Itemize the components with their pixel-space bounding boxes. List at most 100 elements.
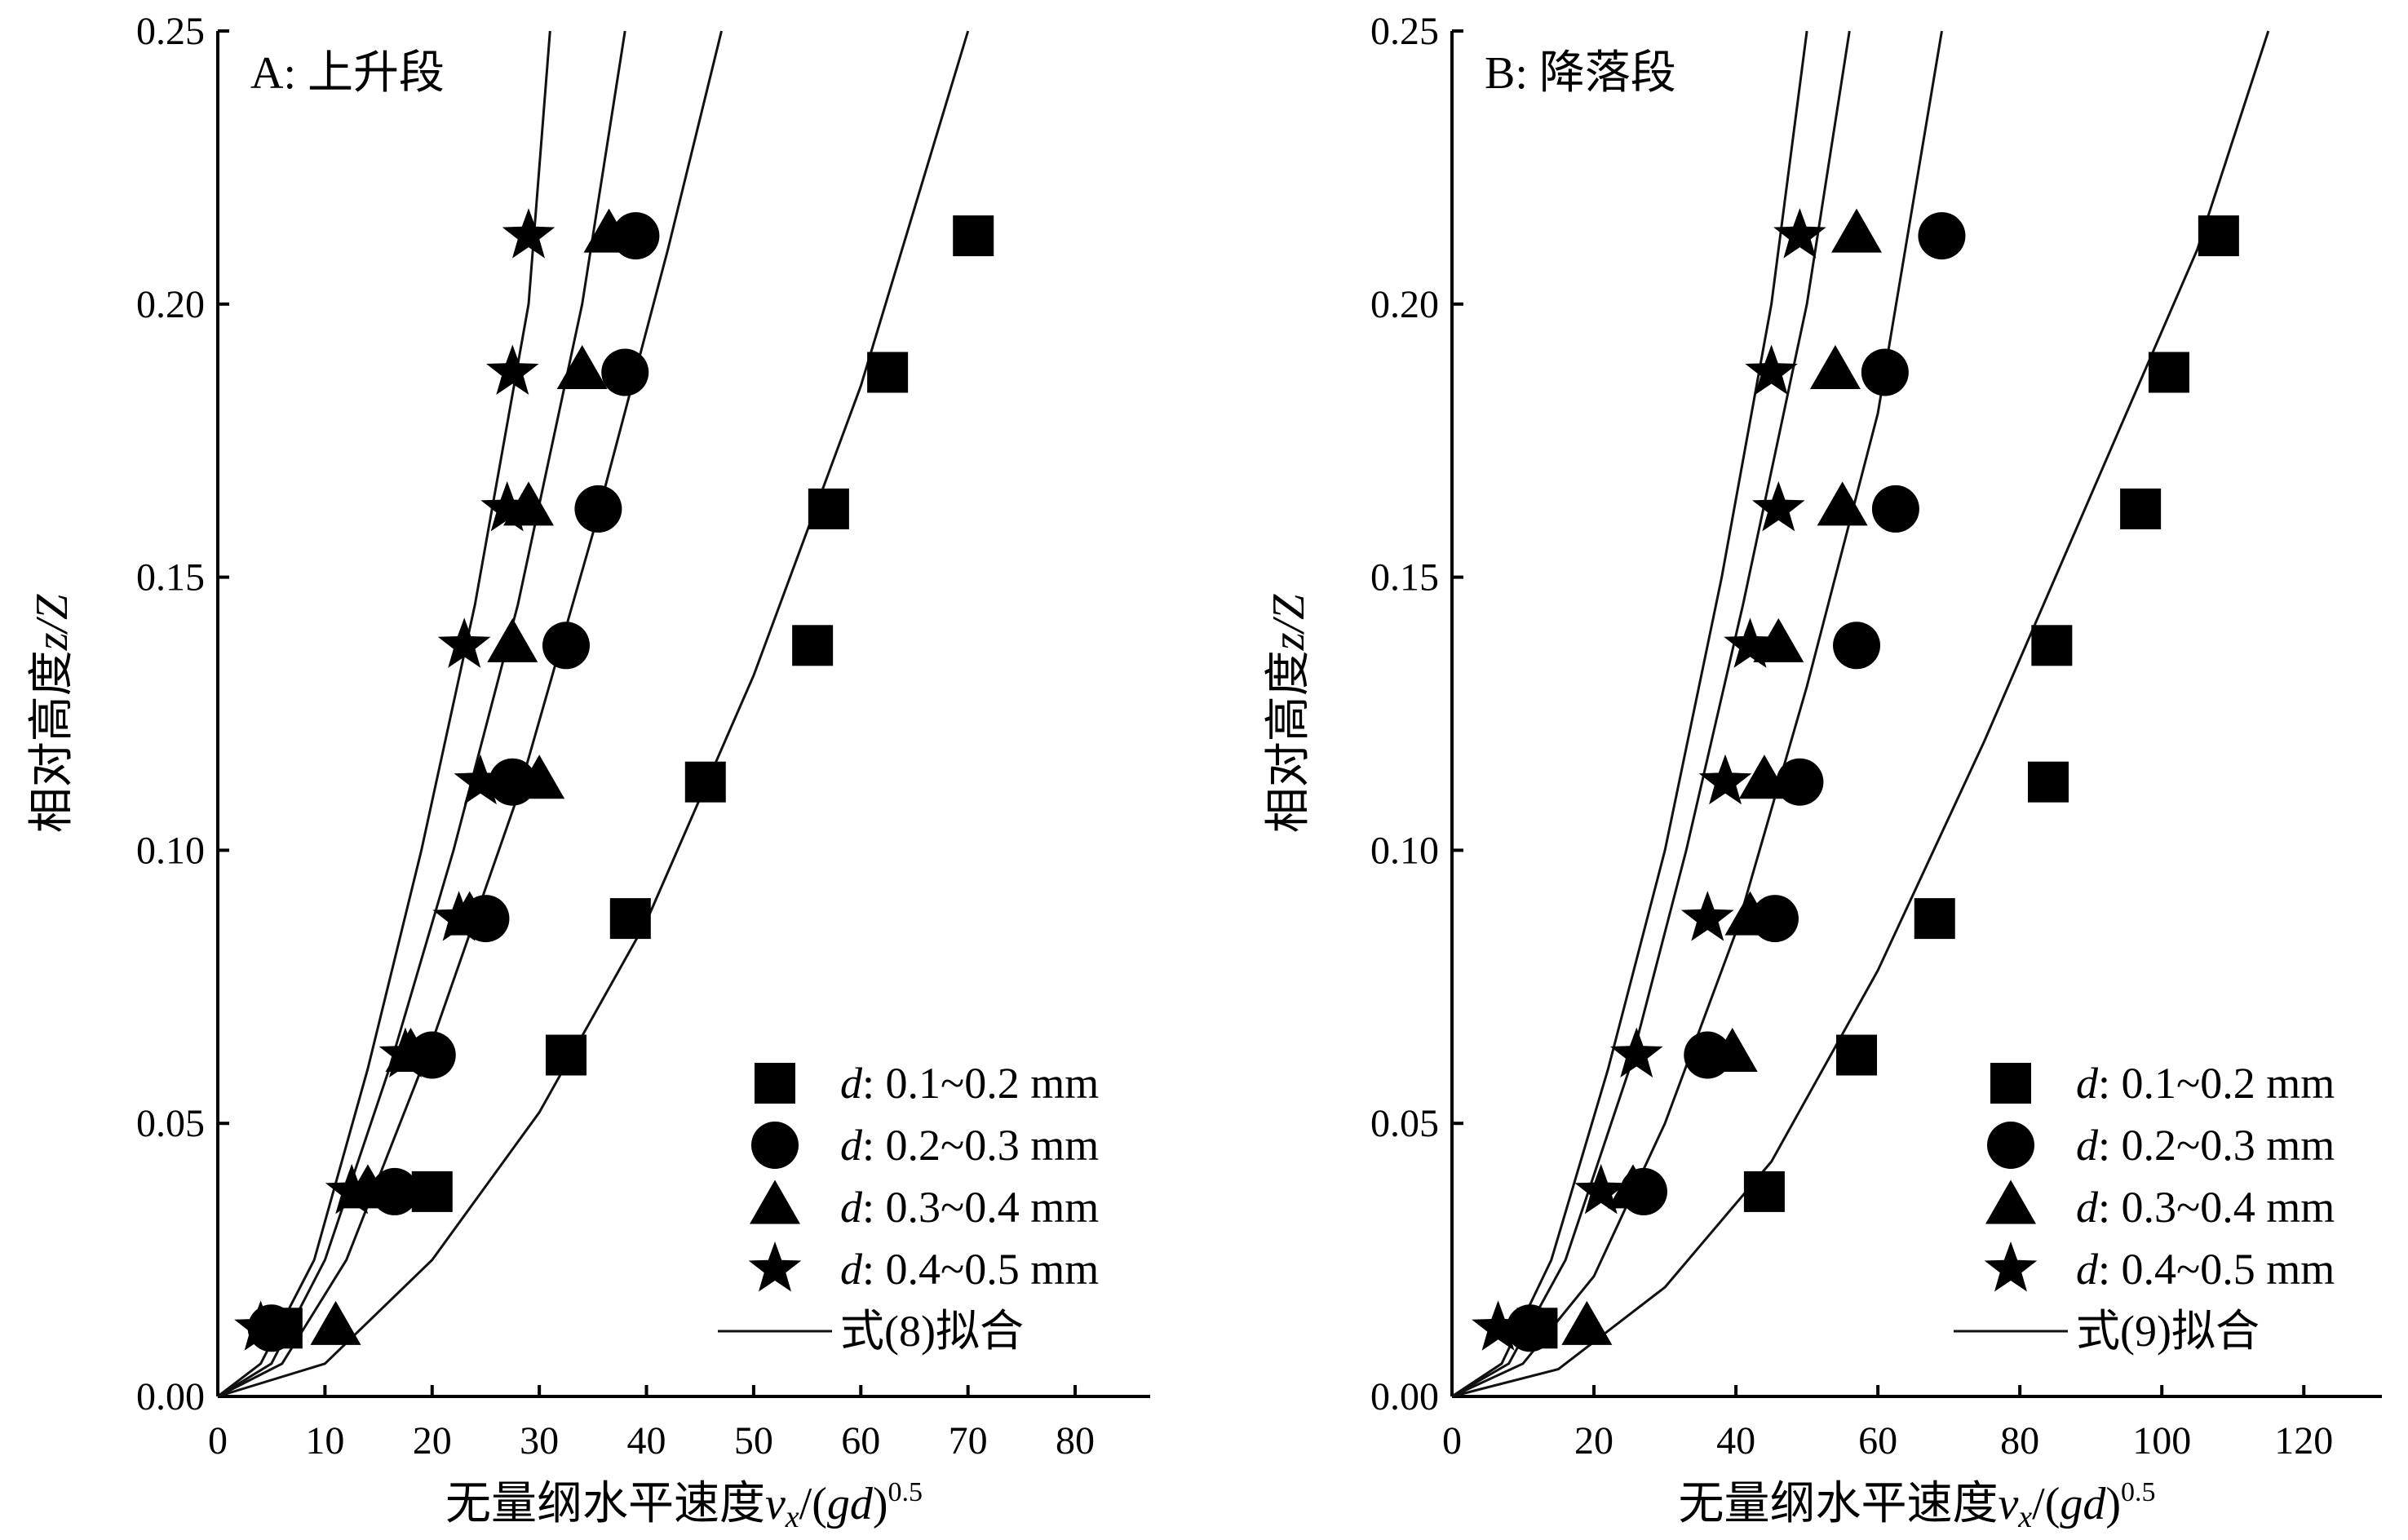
panel-b: 0 20 40 60 80 100 120 0.00 0.05 0.10 0.15 0.20 0.25 B… xyxy=(1264,10,2382,1534)
data-point-star xyxy=(1724,617,1777,668)
data-point-triangle xyxy=(583,208,635,253)
data-point-star xyxy=(1609,1027,1663,1078)
y-axis-label-text: 相对高度 xyxy=(1264,650,1314,833)
legend-colon: : xyxy=(2098,1121,2122,1170)
y-axis-label: 相对高度z/Z xyxy=(27,594,77,833)
legend-colon: : xyxy=(2098,1183,2122,1232)
data-point-square xyxy=(953,215,994,257)
data-point-star xyxy=(1745,344,1798,395)
x-tick-label: 0 xyxy=(1442,1419,1462,1463)
fit-curve-square xyxy=(217,30,970,1398)
x-axis-label-xlabel-sub: x xyxy=(785,1500,799,1534)
x-tick-label: 30 xyxy=(520,1419,559,1463)
legend-prefix: d xyxy=(840,1059,863,1108)
data-point-star xyxy=(234,1300,287,1351)
data-point-triangle xyxy=(1831,208,1883,253)
data-point-star xyxy=(1773,208,1826,259)
data-point-square xyxy=(1914,898,1955,940)
legend-prefix: d xyxy=(2076,1183,2099,1232)
legend-prefix: d xyxy=(2076,1245,2099,1294)
legend-name: 0.1~0.2 mm xyxy=(886,1059,1100,1108)
x-axis-label-xlabel-sup: 0.5 xyxy=(888,1477,923,1507)
legend-marker-triangle xyxy=(750,1179,800,1224)
legend-name: 0.2~0.3 mm xyxy=(886,1121,1100,1170)
y-tick-label: 0.00 xyxy=(136,1375,205,1418)
y-tick-label: 0.20 xyxy=(1370,283,1439,326)
data-point-star xyxy=(437,617,491,668)
data-point-circle xyxy=(1506,1304,1554,1352)
legend-entry-square: d: 0.1~0.2 mm xyxy=(840,1059,1099,1108)
data-point-square xyxy=(2148,352,2189,393)
y-tick-label: 0.05 xyxy=(1370,1102,1439,1145)
legend-entry-circle: d: 0.2~0.3 mm xyxy=(2076,1121,2335,1170)
legend-name: 0.4~0.5 mm xyxy=(2122,1245,2335,1294)
legend-entry-triangle: d: 0.3~0.4 mm xyxy=(2076,1183,2335,1232)
legend-colon: : xyxy=(862,1121,886,1170)
data-point-square xyxy=(2031,625,2073,666)
data-point-star xyxy=(480,480,534,532)
data-point-circle xyxy=(1861,348,1909,396)
data-point-star xyxy=(378,1027,432,1078)
data-point-circle xyxy=(601,348,649,396)
y-tick-label: 0.15 xyxy=(1370,556,1439,600)
data-point-circle xyxy=(542,622,590,670)
x-axis-label-xlabel-tail: /( xyxy=(2032,1479,2060,1529)
legend-marker-star xyxy=(748,1241,802,1292)
x-tick-label: 80 xyxy=(1056,1419,1095,1463)
legend-fit-label: 式(9)拟合 xyxy=(2076,1307,2260,1356)
legend: d: 0.1~0.2 mmd: 0.2~0.3 mmd: 0.3~0.4 mmd… xyxy=(718,1059,1099,1356)
x-axis-label-xlabel-sup: 0.5 xyxy=(2121,1477,2156,1507)
panel-a: 0 10 20 30 40 50 60 70 80 0.00 0.05 0.10 0.15 0.20 0.2… xyxy=(27,10,1150,1534)
y-tick-label: 0.25 xyxy=(136,10,205,53)
data-point-square xyxy=(609,898,651,940)
data-point-star xyxy=(1472,1300,1525,1351)
data-point-star xyxy=(1680,891,1734,941)
x-tick-label: 10 xyxy=(305,1419,344,1463)
data-point-triangle xyxy=(487,617,538,662)
legend-marker-star xyxy=(1984,1241,2038,1292)
x-tick-label: 50 xyxy=(734,1419,773,1463)
y-tick-label: 0.05 xyxy=(136,1102,205,1145)
legend-name: 0.4~0.5 mm xyxy=(886,1245,1100,1294)
x-tick-label: 60 xyxy=(841,1419,880,1463)
legend-name: 0.2~0.3 mm xyxy=(2122,1121,2335,1170)
data-point-star xyxy=(432,891,485,941)
data-point-triangle xyxy=(1809,345,1861,390)
data-point-star xyxy=(1698,754,1752,805)
data-point-star xyxy=(1574,1163,1628,1215)
data-point-star xyxy=(502,208,556,259)
data-point-star xyxy=(486,344,539,395)
legend-name: 0.1~0.2 mm xyxy=(2122,1059,2335,1108)
data-point-square xyxy=(2198,215,2239,257)
legend-marker-circle xyxy=(1987,1122,2034,1169)
legend-entry-star: d: 0.4~0.5 mm xyxy=(840,1245,1099,1294)
y-tick-label: 0.20 xyxy=(136,283,205,326)
x-tick-label: 100 xyxy=(2132,1419,2191,1463)
legend-colon: : xyxy=(2098,1245,2122,1294)
y-tick-label: 0.25 xyxy=(1370,10,1439,53)
panel-title: B: 降落段 xyxy=(1485,48,1676,99)
data-point-square xyxy=(2120,488,2162,529)
y-tick-label: 0.10 xyxy=(136,829,205,872)
x-tick-label: 40 xyxy=(1716,1419,1755,1463)
data-point-triangle xyxy=(1753,617,1804,662)
data-point-circle xyxy=(1833,622,1881,670)
y-tick-label: 0.00 xyxy=(1370,1375,1439,1418)
x-axis-label-xlabel-close: ) xyxy=(2105,1479,2121,1529)
legend-colon: : xyxy=(862,1059,886,1108)
data-point-square xyxy=(808,488,849,529)
legend-marker-circle xyxy=(751,1122,799,1169)
x-tick-label: 40 xyxy=(627,1419,666,1463)
x-tick-label: 80 xyxy=(2000,1419,2039,1463)
data-point-square xyxy=(684,761,726,803)
legend: d: 0.1~0.2 mmd: 0.2~0.3 mmd: 0.3~0.4 mmd… xyxy=(1954,1059,2335,1356)
x-axis-label-xlabel: 无量纲水平速度 xyxy=(1678,1479,1998,1529)
legend-prefix: d xyxy=(840,1245,863,1294)
x-axis-label: 无量纲水平速度vx/(gd)0.5 xyxy=(1678,1477,2155,1534)
legend-prefix: d xyxy=(2076,1121,2099,1170)
legend-marker-triangle xyxy=(1985,1179,2036,1224)
legend-colon: : xyxy=(862,1183,886,1232)
data-point-circle xyxy=(1918,212,1966,260)
y-axis-label: 相对高度z/Z xyxy=(1264,594,1314,833)
